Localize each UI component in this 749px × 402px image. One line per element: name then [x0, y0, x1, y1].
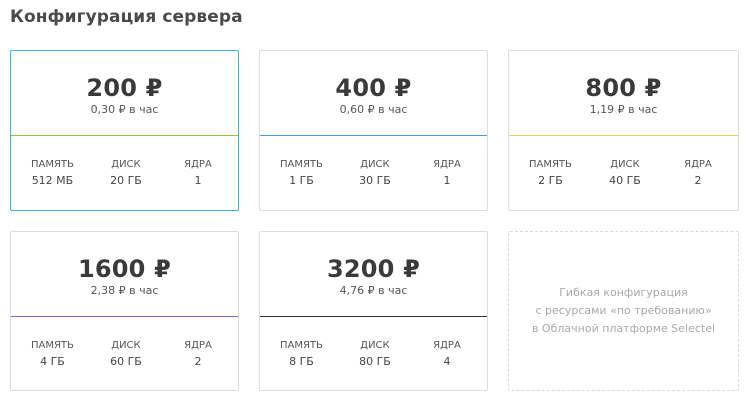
plan-specs: ПАМЯТЬ 512 МБ ДИСК 20 ГБ ЯДРА 1: [11, 136, 238, 188]
spec-disk-value: 80 ГБ: [359, 355, 391, 368]
plan-accent-divider: [11, 316, 238, 317]
plan-card-3200[interactable]: 3200 ₽ 4,76 ₽ в час ПАМЯТЬ 8 ГБ ДИСК 80 …: [259, 231, 488, 391]
page-title: Конфигурация сервера: [10, 7, 243, 27]
spec-disk: ДИСК 60 ГБ: [106, 339, 146, 369]
plan-price: 1600 ₽: [77, 255, 172, 283]
plan-accent-divider: [11, 135, 238, 136]
spec-disk-label: ДИСК: [610, 159, 640, 170]
spec-memory-label: ПАМЯТЬ: [280, 340, 323, 351]
spec-memory-label: ПАМЯТЬ: [529, 159, 572, 170]
spec-cores-value: 4: [443, 355, 451, 368]
plan-grid: 200 ₽ 0,30 ₽ в час ПАМЯТЬ 512 МБ ДИСК 20…: [10, 50, 741, 391]
spec-memory: ПАМЯТЬ 1 ГБ: [280, 158, 323, 188]
plan-card-1600[interactable]: 1600 ₽ 2,38 ₽ в час ПАМЯТЬ 4 ГБ ДИСК 60 …: [10, 231, 239, 391]
spec-memory-value: 512 МБ: [31, 174, 74, 187]
plan-hourly-price: 0,60 ₽ в час: [339, 103, 408, 116]
spec-cores-label: ЯДРА: [184, 159, 212, 170]
spec-cores-label: ЯДРА: [184, 340, 212, 351]
plan-header: 400 ₽ 0,60 ₽ в час: [260, 51, 487, 135]
spec-disk-value: 30 ГБ: [359, 174, 391, 187]
plan-specs: ПАМЯТЬ 8 ГБ ДИСК 80 ГБ ЯДРА 4: [260, 317, 487, 369]
flexible-config-line: с ресурсами «по требованию»: [535, 304, 712, 317]
spec-cores: ЯДРА 2: [678, 158, 718, 188]
spec-disk-label: ДИСК: [360, 340, 390, 351]
plan-price: 3200 ₽: [326, 255, 421, 283]
plan-price: 800 ₽: [585, 74, 662, 102]
spec-memory: ПАМЯТЬ 8 ГБ: [280, 339, 323, 369]
spec-memory: ПАМЯТЬ 512 МБ: [31, 158, 74, 188]
plan-price: 400 ₽: [335, 74, 412, 102]
plan-header: 3200 ₽ 4,76 ₽ в час: [260, 232, 487, 316]
spec-memory-value: 4 ГБ: [40, 355, 65, 368]
plan-header: 200 ₽ 0,30 ₽ в час: [11, 51, 238, 135]
flexible-config-text: Гибкая конфигурация с ресурсами «по треб…: [522, 284, 725, 338]
spec-disk-value: 20 ГБ: [110, 174, 142, 187]
flexible-config-line: в Облачной платформе Selectel: [531, 322, 716, 335]
plan-specs: ПАМЯТЬ 2 ГБ ДИСК 40 ГБ ЯДРА 2: [509, 136, 738, 188]
flexible-config-card: Гибкая конфигурация с ресурсами «по треб…: [508, 231, 739, 391]
spec-memory-value: 2 ГБ: [538, 174, 563, 187]
plan-card-800[interactable]: 800 ₽ 1,19 ₽ в час ПАМЯТЬ 2 ГБ ДИСК 40 Г…: [508, 50, 739, 211]
spec-cores-label: ЯДРА: [684, 159, 712, 170]
spec-memory: ПАМЯТЬ 2 ГБ: [529, 158, 572, 188]
spec-cores: ЯДРА 2: [178, 339, 218, 369]
spec-cores: ЯДРА 1: [427, 158, 467, 188]
plan-header: 1600 ₽ 2,38 ₽ в час: [11, 232, 238, 316]
spec-memory-label: ПАМЯТЬ: [280, 159, 323, 170]
spec-disk-label: ДИСК: [111, 340, 141, 351]
plan-hourly-price: 1,19 ₽ в час: [589, 103, 658, 116]
spec-memory-value: 1 ГБ: [289, 174, 314, 187]
spec-memory-label: ПАМЯТЬ: [31, 340, 74, 351]
plan-hourly-price: 2,38 ₽ в час: [90, 284, 159, 297]
spec-cores-label: ЯДРА: [433, 159, 461, 170]
flexible-config-line: Гибкая конфигурация: [559, 286, 688, 299]
spec-cores-value: 2: [694, 174, 702, 187]
plan-card-400[interactable]: 400 ₽ 0,60 ₽ в час ПАМЯТЬ 1 ГБ ДИСК 30 Г…: [259, 50, 488, 211]
plan-accent-divider: [260, 316, 487, 317]
spec-cores: ЯДРА 4: [427, 339, 467, 369]
plan-accent-divider: [509, 135, 738, 136]
plan-card-200[interactable]: 200 ₽ 0,30 ₽ в час ПАМЯТЬ 512 МБ ДИСК 20…: [10, 50, 239, 211]
spec-disk: ДИСК 20 ГБ: [106, 158, 146, 188]
spec-cores-value: 1: [194, 174, 202, 187]
plan-hourly-price: 0,30 ₽ в час: [90, 103, 159, 116]
spec-memory-label: ПАМЯТЬ: [31, 159, 74, 170]
spec-disk-label: ДИСК: [111, 159, 141, 170]
spec-cores-label: ЯДРА: [433, 340, 461, 351]
spec-disk-label: ДИСК: [360, 159, 390, 170]
plan-accent-divider: [260, 135, 487, 136]
plan-price: 200 ₽: [86, 74, 163, 102]
plan-specs: ПАМЯТЬ 1 ГБ ДИСК 30 ГБ ЯДРА 1: [260, 136, 487, 188]
spec-disk: ДИСК 40 ГБ: [605, 158, 645, 188]
spec-disk-value: 60 ГБ: [110, 355, 142, 368]
spec-memory: ПАМЯТЬ 4 ГБ: [31, 339, 74, 369]
plan-header: 800 ₽ 1,19 ₽ в час: [509, 51, 738, 135]
spec-cores-value: 1: [443, 174, 451, 187]
plan-hourly-price: 4,76 ₽ в час: [339, 284, 408, 297]
plan-specs: ПАМЯТЬ 4 ГБ ДИСК 60 ГБ ЯДРА 2: [11, 317, 238, 369]
spec-disk-value: 40 ГБ: [609, 174, 641, 187]
spec-cores: ЯДРА 1: [178, 158, 218, 188]
spec-memory-value: 8 ГБ: [289, 355, 314, 368]
spec-disk: ДИСК 30 ГБ: [355, 158, 395, 188]
spec-disk: ДИСК 80 ГБ: [355, 339, 395, 369]
spec-cores-value: 2: [194, 355, 202, 368]
